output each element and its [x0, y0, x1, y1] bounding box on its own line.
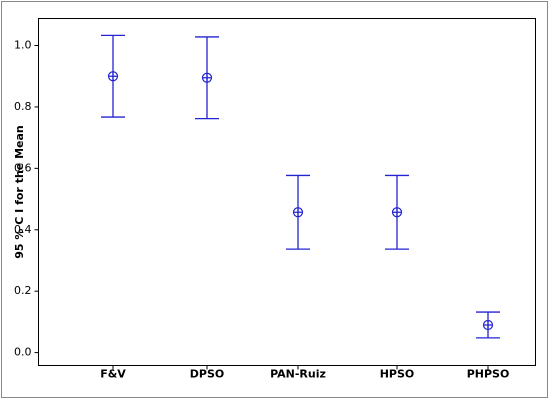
x-tick-label: HPSO	[380, 368, 415, 381]
plot-frame	[38, 18, 536, 366]
y-tick-label: 0.2	[14, 284, 32, 297]
y-tick-label: 0.4	[14, 223, 32, 236]
marker-cross	[202, 73, 212, 83]
y-tick-label: 0.0	[14, 346, 32, 359]
y-tick-label: 0.8	[14, 100, 32, 113]
x-tick-label: F&V	[100, 368, 126, 381]
y-tick-label: 1.0	[14, 39, 32, 52]
mean-marker	[201, 72, 213, 83]
x-tick-label: PAN-Ruiz	[270, 368, 326, 381]
marker-cross	[293, 207, 303, 217]
y-tick-label: 0.6	[14, 161, 32, 174]
marker-cross	[483, 320, 493, 330]
mean-marker	[292, 207, 304, 218]
x-tick-label: DPSO	[190, 368, 224, 381]
marker-cross	[392, 207, 402, 217]
y-axis-label: 95 % C I for the Mean	[13, 125, 26, 258]
mean-marker	[482, 319, 494, 331]
mean-marker	[107, 71, 119, 82]
mean-marker	[391, 207, 403, 218]
marker-cross	[108, 71, 118, 81]
x-tick-label: PHPSO	[467, 368, 510, 381]
